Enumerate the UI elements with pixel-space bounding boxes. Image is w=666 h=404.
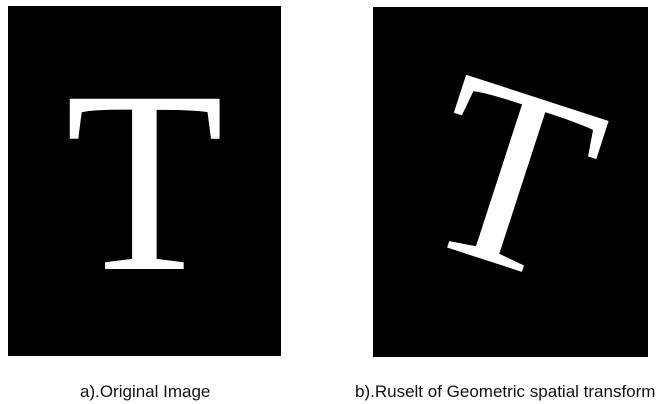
transformed-image-panel: T (373, 7, 648, 357)
rotated-letter-t: T (391, 15, 632, 339)
original-image-panel: T (8, 6, 281, 356)
original-image-caption: a).Original Image (80, 382, 211, 401)
original-letter-t: T (65, 38, 224, 326)
transform-result-caption: b).Ruselt of Geometric spatial transform (355, 382, 656, 401)
